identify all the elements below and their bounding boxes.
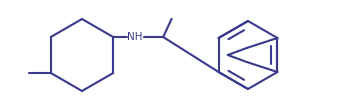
Text: NH: NH	[127, 32, 143, 42]
